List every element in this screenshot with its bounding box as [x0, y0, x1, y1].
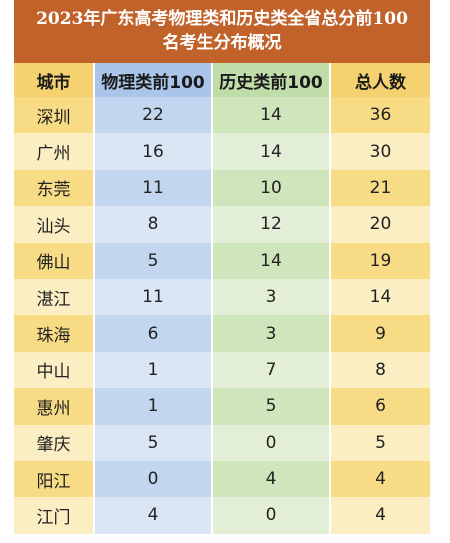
cell-physics: 0 [94, 460, 213, 498]
table-row: 中山 1 7 8 [14, 351, 430, 389]
cell-physics: 22 [94, 97, 213, 134]
cell-physics: 11 [94, 169, 213, 207]
cell-total: 19 [330, 242, 430, 279]
table-row: 广州 16 14 30 [14, 133, 430, 170]
cell-history: 3 [212, 278, 331, 316]
cell-total: 30 [330, 133, 430, 170]
distribution-table: 城市 物理类前100 历史类前100 总人数 深圳 22 14 36 广州 16 14 30 东… [14, 63, 430, 534]
cell-physics: 6 [94, 315, 213, 352]
cell-history: 14 [212, 242, 331, 279]
cell-physics: 1 [94, 388, 213, 425]
table-row: 肇庆 5 0 5 [14, 424, 430, 461]
column-header-history: 历史类前100 [212, 63, 331, 97]
cell-history: 7 [212, 351, 331, 389]
header-row: 城市 物理类前100 历史类前100 总人数 [14, 63, 430, 97]
column-header-city: 城市 [14, 63, 95, 97]
cell-history: 14 [212, 97, 331, 134]
cell-physics: 5 [94, 242, 213, 279]
cell-history: 0 [212, 424, 331, 461]
table-row: 汕头 8 12 20 [14, 206, 430, 243]
cell-physics: 4 [94, 497, 213, 534]
cell-total: 6 [330, 388, 430, 425]
cell-history: 4 [212, 460, 331, 498]
cell-city: 深圳 [14, 97, 95, 134]
cell-total: 21 [330, 169, 430, 207]
cell-city: 江门 [14, 497, 95, 534]
cell-total: 8 [330, 351, 430, 389]
title-line-1: 2023年广东高考物理类和历史类全省总分前100 [36, 9, 408, 29]
cell-city: 汕头 [14, 206, 95, 243]
table-row: 惠州 1 5 6 [14, 388, 430, 425]
table-title: 2023年广东高考物理类和历史类全省总分前100 名考生分布概况 [14, 0, 430, 63]
cell-total: 5 [330, 424, 430, 461]
table-body: 深圳 22 14 36 广州 16 14 30 东莞 11 10 21 汕头 8 12 20 佛山 5 14 19 湛江… [14, 97, 430, 534]
cell-history: 14 [212, 133, 331, 170]
title-line-2: 名考生分布概况 [162, 33, 282, 53]
table-row: 湛江 11 3 14 [14, 278, 430, 316]
cell-physics: 8 [94, 206, 213, 243]
cell-city: 惠州 [14, 388, 95, 425]
cell-total: 4 [330, 460, 430, 498]
cell-physics: 5 [94, 424, 213, 461]
cell-physics: 1 [94, 351, 213, 389]
cell-total: 9 [330, 315, 430, 352]
table-row: 佛山 5 14 19 [14, 242, 430, 279]
cell-city: 湛江 [14, 278, 95, 316]
stats-table-card: 2023年广东高考物理类和历史类全省总分前100 名考生分布概况 城市 物理类前… [14, 0, 430, 543]
table-row: 珠海 6 3 9 [14, 315, 430, 352]
cell-city: 中山 [14, 351, 95, 389]
cell-total: 14 [330, 278, 430, 316]
cell-city: 佛山 [14, 242, 95, 279]
cell-history: 0 [212, 497, 331, 534]
cell-city: 广州 [14, 133, 95, 170]
table-row: 深圳 22 14 36 [14, 97, 430, 134]
cell-city: 肇庆 [14, 424, 95, 461]
cell-history: 3 [212, 315, 331, 352]
column-header-physics: 物理类前100 [94, 63, 213, 97]
cell-city: 阳江 [14, 460, 95, 498]
cell-city: 珠海 [14, 315, 95, 352]
cell-history: 10 [212, 169, 331, 207]
cell-city: 东莞 [14, 169, 95, 207]
table-row: 江门 4 0 4 [14, 497, 430, 534]
cell-total: 20 [330, 206, 430, 243]
cell-total: 4 [330, 497, 430, 534]
cell-history: 12 [212, 206, 331, 243]
column-header-total: 总人数 [330, 63, 430, 97]
cell-physics: 11 [94, 278, 213, 316]
cell-physics: 16 [94, 133, 213, 170]
cell-history: 5 [212, 388, 331, 425]
cell-total: 36 [330, 97, 430, 134]
table-row: 阳江 0 4 4 [14, 460, 430, 498]
table-row: 东莞 11 10 21 [14, 169, 430, 207]
